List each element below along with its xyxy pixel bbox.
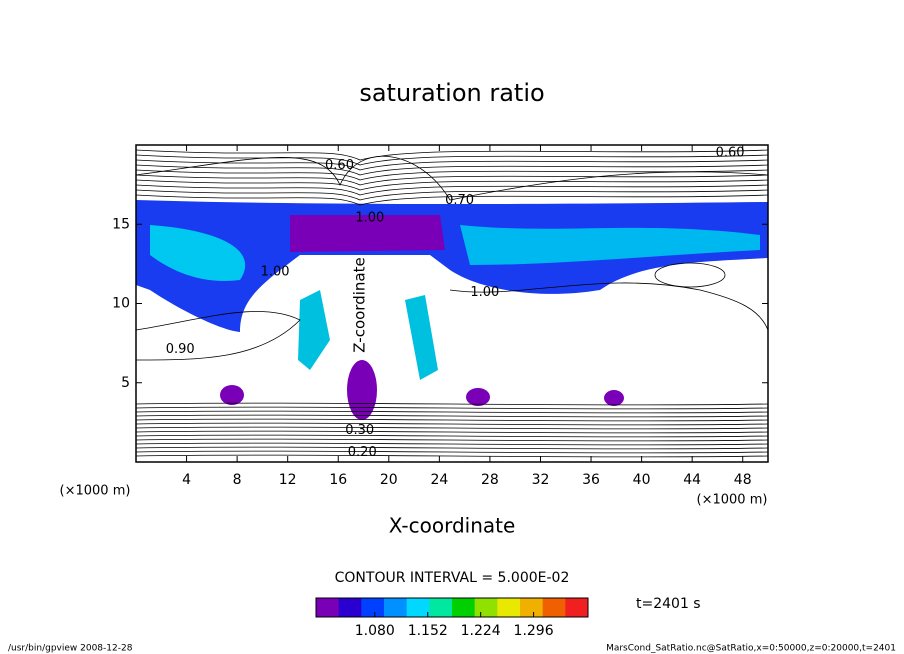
colorbar-tick-label: 1.296 bbox=[514, 623, 554, 639]
chart-title: saturation ratio bbox=[359, 79, 544, 107]
contour-lines bbox=[135, 149, 769, 458]
y-tick-label: 15 bbox=[112, 216, 130, 232]
contour-line bbox=[135, 194, 769, 206]
colorbar-swatch bbox=[406, 598, 430, 617]
field-blob bbox=[466, 388, 490, 406]
x-tick-label: 48 bbox=[734, 472, 752, 488]
y-tick-label: 10 bbox=[112, 296, 130, 312]
contour-line bbox=[135, 402, 769, 406]
x-tick-label: 16 bbox=[329, 472, 347, 488]
contour-line bbox=[135, 184, 769, 196]
contour-label: 0.60 bbox=[716, 145, 745, 160]
x-tick-label: 32 bbox=[532, 472, 550, 488]
colorbar-swatch bbox=[384, 598, 408, 617]
x-tick-label: 24 bbox=[430, 472, 448, 488]
contour-label: 0.20 bbox=[348, 445, 377, 460]
field-cap bbox=[290, 215, 445, 252]
colorbar-swatch bbox=[338, 598, 362, 617]
colorbar-tick-label: 1.152 bbox=[408, 623, 448, 639]
contour-label: 0.90 bbox=[166, 342, 195, 357]
contour-line bbox=[135, 164, 769, 176]
contour-line bbox=[135, 159, 769, 171]
colorbar-swatch bbox=[429, 598, 453, 617]
field-blob bbox=[347, 360, 377, 420]
colorbar-swatch bbox=[452, 598, 476, 617]
contour-label: 0.70 bbox=[445, 193, 474, 208]
footer-right: MarsCond_SatRatio.nc@SatRatio,x=0:50000,… bbox=[606, 644, 896, 654]
contour-line bbox=[135, 438, 769, 442]
field bbox=[135, 149, 769, 458]
x-tick-label: 8 bbox=[233, 472, 242, 488]
field-plume bbox=[405, 295, 438, 380]
contour-interval: CONTOUR INTERVAL = 5.000E-02 bbox=[335, 570, 570, 586]
contour-label: 0.60 bbox=[325, 158, 354, 173]
colorbar-swatch bbox=[520, 598, 544, 617]
contour-line bbox=[135, 179, 769, 191]
colorbar-frame bbox=[315, 597, 589, 618]
contour-line bbox=[135, 174, 769, 186]
x-tick-label: 40 bbox=[633, 472, 651, 488]
x-tick-label: 28 bbox=[481, 472, 499, 488]
contour-line bbox=[135, 454, 769, 458]
contour-label: 1.00 bbox=[261, 264, 290, 279]
contour-line bbox=[135, 410, 769, 414]
x-axis-label: X-coordinate bbox=[389, 514, 516, 538]
contour-line bbox=[135, 189, 769, 201]
contour-label: 1.00 bbox=[355, 210, 384, 225]
y-axis-label: Z-coordinate bbox=[351, 257, 369, 352]
colorbar-swatch bbox=[316, 598, 340, 617]
contour-label: 0.30 bbox=[345, 423, 374, 438]
x-tick-label: 44 bbox=[683, 472, 701, 488]
contour-line bbox=[135, 426, 769, 430]
contour-line bbox=[135, 450, 769, 454]
x-tick-label: 12 bbox=[279, 472, 297, 488]
field-band bbox=[150, 225, 246, 281]
field-band bbox=[460, 225, 760, 265]
colorbar-swatch bbox=[497, 598, 521, 617]
colorbar-swatch bbox=[361, 598, 385, 617]
contour-line bbox=[135, 149, 769, 161]
x-tick-label: 20 bbox=[380, 472, 398, 488]
y-tick-label: 5 bbox=[121, 375, 130, 391]
contour-line bbox=[135, 434, 769, 438]
contour-line bbox=[135, 418, 769, 422]
contour-label: 1.00 bbox=[470, 285, 499, 300]
x-tick-label: 36 bbox=[582, 472, 600, 488]
contour-line bbox=[135, 169, 769, 181]
x-tick-label: 4 bbox=[182, 472, 191, 488]
colorbar-tick-label: 1.080 bbox=[355, 623, 395, 639]
time-label: t=2401 s bbox=[636, 596, 701, 612]
colorbar-swatch bbox=[565, 598, 589, 617]
contour-line bbox=[135, 446, 769, 450]
field-plume bbox=[298, 290, 330, 370]
footer-left: /usr/bin/gpview 2008-12-28 bbox=[8, 644, 133, 654]
x-unit: (×1000 m) bbox=[60, 484, 131, 499]
contour-line bbox=[135, 406, 769, 410]
field-blob bbox=[604, 390, 624, 406]
contour-line bbox=[135, 414, 769, 418]
x-unit: (×1000 m) bbox=[697, 493, 768, 508]
colorbar-tick-label: 1.224 bbox=[461, 623, 501, 639]
field-blob bbox=[220, 385, 244, 405]
contour-line bbox=[135, 154, 769, 166]
contour-line bbox=[135, 430, 769, 434]
colorbar-swatch bbox=[474, 598, 498, 617]
contour-line bbox=[135, 422, 769, 426]
contour-line bbox=[135, 442, 769, 446]
colorbar-swatch bbox=[542, 598, 566, 617]
